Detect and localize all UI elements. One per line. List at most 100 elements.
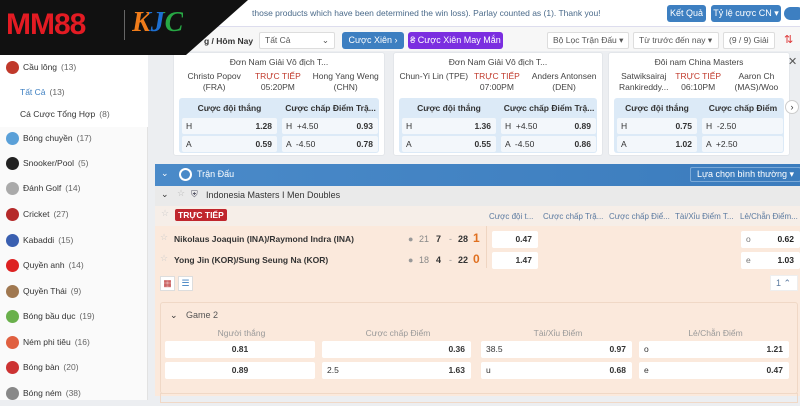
section-title: Trận Đấu (197, 169, 235, 179)
winner-odds[interactable]: 0.47 (492, 231, 538, 248)
clock-icon (179, 168, 192, 181)
sport-icon (6, 157, 19, 170)
odd-even-odds[interactable]: o 0.62 (741, 231, 800, 248)
winner-odds[interactable]: 1.47 (492, 252, 538, 269)
odds-type-dropdown[interactable]: Tỷ lệ cược CN ▾ (711, 5, 781, 22)
team-row: ☆ Nikolaus Joaquin (INA)/Raymond Indra (… (155, 231, 800, 249)
sidebar-item[interactable]: Ném phi tiêu (16) (0, 330, 148, 355)
side-label: A (406, 139, 412, 149)
sidebar-item[interactable]: Bóng bầu dục (19) (0, 304, 148, 329)
match-time: 07:00PM (479, 82, 514, 92)
star-icon[interactable]: ☆ (177, 188, 186, 198)
odds-cell[interactable]: H 0.75 (617, 118, 697, 134)
kjc-logo: KJC (132, 7, 184, 38)
chevron-down-icon[interactable]: ⌄ (170, 310, 178, 320)
sidebar-item[interactable]: Cá Cược Tổng Hợp (8) (0, 102, 148, 127)
filter-select[interactable]: Tất Cả ⌄ (259, 32, 335, 49)
sidebar-item[interactable]: Đánh Golf (14) (0, 176, 148, 201)
away-team: Anders Antonsen (DEN) (531, 71, 597, 92)
parlay-label: Cược Xiên (348, 35, 392, 45)
serve-dot-icon: ● (408, 234, 414, 244)
star-icon[interactable]: ☆ (161, 208, 170, 218)
featured-match-card[interactable]: Đơn Nam Giải Vô địch T... Christo Popov … (173, 52, 385, 156)
game-odds-cell[interactable]: u 0.68 (481, 362, 632, 379)
odds-cell[interactable]: A -4.50 0.86 (501, 136, 596, 152)
sidebar-item[interactable]: Cầu lông (13) (0, 55, 148, 80)
sidebar-item-count: (16) (74, 337, 90, 347)
odds-cell[interactable]: H 1.28 (182, 118, 277, 134)
star-icon[interactable]: ☆ (160, 253, 169, 263)
odds-value: 0.62 (777, 234, 794, 244)
sidebar-item[interactable]: Quyền anh (14) (0, 253, 148, 278)
featured-match-card[interactable]: Đơn Nam Giải Vô địch T... Chun-Yi Lin (T… (393, 52, 603, 156)
games-won: 1 (473, 231, 480, 245)
match-filter-dropdown[interactable]: Bộ Lọc Trận Đấu ▾ (547, 32, 629, 49)
parlay-button[interactable]: Cược Xiên › (342, 32, 404, 49)
odds-cell[interactable]: A +2.50 (702, 136, 783, 152)
handicap-line: A -4.50 (286, 139, 316, 149)
odds-cell[interactable]: H 1.36 (402, 118, 496, 134)
sidebar-item-label: Kabaddi (23, 235, 55, 245)
featured-match-card[interactable]: Đôi nam China Masters Satwiksairaj Ranki… (608, 52, 790, 156)
odds-cell[interactable]: A 0.55 (402, 136, 496, 152)
sidebar-item[interactable]: Bóng bàn (20) (0, 355, 148, 380)
line-label: u (486, 365, 491, 375)
serve-dot-icon: ● (408, 255, 414, 265)
odds-cell[interactable]: H +4.50 0.93 (282, 118, 378, 134)
league-count[interactable]: (9 / 9) Giải (723, 32, 775, 49)
league-row[interactable]: ⌄ ☆ ⛨ Indonesia Masters I Men Doubles (155, 186, 800, 206)
game-odds-cell[interactable]: 0.89 (165, 362, 315, 379)
odds-cell[interactable]: A -4.50 0.78 (282, 136, 378, 152)
match-time: 05:20PM (260, 82, 295, 92)
live-status: TRỰC TIẾP (473, 71, 520, 81)
game-odds-cell[interactable]: 2.5 1.63 (322, 362, 471, 379)
toggle-switch[interactable] (784, 7, 800, 20)
odds-cell[interactable]: A 1.02 (617, 136, 697, 152)
lucky-parlay-button[interactable]: ₴ Cược Xiên May Mắn (408, 32, 503, 49)
odds-cell[interactable]: H +4.50 0.89 (501, 118, 596, 134)
list-view-icon[interactable]: ☰ (178, 276, 193, 291)
close-icon[interactable]: ✕ (788, 56, 798, 68)
results-button[interactable]: Kết Quả (667, 5, 706, 22)
sidebar-item[interactable]: Bóng ném (38) (0, 381, 148, 406)
game-odds-cell[interactable]: 0.36 (322, 341, 471, 358)
game-odds-cell[interactable]: 0.81 (165, 341, 315, 358)
section-header[interactable]: ⌄ Trận Đấu Lựa chọn bình thường ▾ (155, 164, 800, 186)
sort-icon[interactable]: ⇅ (784, 34, 794, 46)
side-label: o (746, 234, 751, 244)
sidebar-item[interactable]: Tất Cả (13) (0, 80, 148, 105)
line-label: 2.5 (327, 365, 339, 375)
view-mode-dropdown[interactable]: Lựa chọn bình thường ▾ (690, 167, 800, 182)
odds-value: 1.28 (255, 121, 272, 131)
star-icon[interactable]: ☆ (160, 232, 169, 242)
point-score: 28 (458, 234, 469, 244)
game-odds-cell[interactable]: e 0.47 (639, 362, 789, 379)
sport-icon (6, 61, 19, 74)
game-odds-cell[interactable]: 38.5 0.97 (481, 341, 632, 358)
sidebar-item[interactable]: Quyền Thái (9) (0, 279, 148, 304)
odd-even-odds[interactable]: e 1.03 (741, 252, 800, 269)
game-odds-cell[interactable]: o 1.21 (639, 341, 789, 358)
odds-cell[interactable]: H -2.50 (702, 118, 783, 134)
odds-value: 1.47 (515, 255, 532, 265)
home-team: Satwiksairaj Rankireddy... (619, 71, 669, 92)
sport-icon (6, 259, 19, 272)
sidebar-item[interactable]: Kabaddi (15) (0, 228, 148, 253)
stats-icon[interactable]: ▦ (160, 276, 175, 291)
chevron-down-icon[interactable]: ⌄ (161, 168, 169, 178)
more-markets-toggle[interactable]: 1 ⌃ (770, 275, 798, 291)
sidebar-item-label: Cầu lông (23, 62, 58, 72)
sport-icon (6, 387, 19, 400)
chevron-down-icon[interactable]: ⌄ (161, 189, 169, 199)
sidebar-item-count: (14) (65, 183, 81, 193)
sort-dropdown[interactable]: Từ trước đến nay ▾ (633, 32, 719, 49)
sidebar-item[interactable]: Cricket (27) (0, 202, 148, 227)
sidebar-item[interactable]: Bóng chuyền (17) (0, 126, 148, 151)
card-title: Đôi nam China Masters (654, 57, 744, 67)
sport-icon (6, 336, 19, 349)
odds-cell[interactable]: A 0.59 (182, 136, 277, 152)
next-card-button[interactable]: › (785, 100, 799, 114)
line-label: 38.5 (486, 344, 503, 354)
market-header: Cược chấp Điểm Trậ... (503, 103, 595, 113)
sidebar-item[interactable]: Snooker/Pool (5) (0, 151, 148, 176)
